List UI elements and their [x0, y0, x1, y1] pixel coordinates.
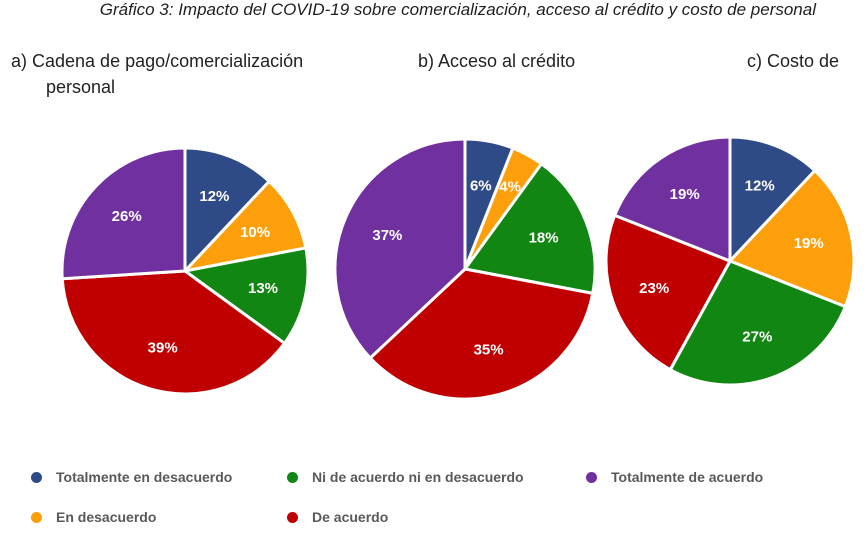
panel-a-title: a) Cadena de pago/comercialización — [11, 51, 304, 71]
pie-chart-a: 12% 10% 13% 39% 26% — [60, 146, 310, 396]
legend-item-en-desacuerdo: En desacuerdo — [31, 509, 156, 525]
legend-swatch — [31, 471, 42, 483]
pie-slice-label: 12% — [199, 188, 229, 205]
legend-item-de-acuerdo: De acuerdo — [287, 509, 388, 525]
pie-slice-label: 27% — [742, 328, 772, 345]
legend-label: De acuerdo — [312, 509, 389, 525]
panel-b-title: b) Acceso al crédito — [418, 51, 576, 71]
pie-slice-label: 19% — [794, 235, 824, 252]
pie-slice-label: 39% — [148, 339, 178, 356]
pie-slice-totalmente-de-acuerdo — [613, 135, 732, 263]
legend-swatch — [586, 471, 597, 483]
legend-item-totalmente-de-acuerdo: Totalmente de acuerdo — [586, 469, 763, 485]
pie-slice-label: 6% — [470, 178, 492, 195]
pie-slice-de-acuerdo — [60, 269, 287, 396]
legend-label: Totalmente de acuerdo — [611, 469, 764, 485]
pie-slice-label: 37% — [372, 227, 402, 244]
pie-slice-label: 23% — [639, 280, 669, 297]
pie-slice-ni-de-acuerdo — [463, 162, 597, 295]
pie-slice-label: 13% — [248, 280, 278, 297]
pie-slice-totalmente-de-acuerdo — [333, 137, 467, 360]
legend-swatch — [287, 511, 298, 523]
legend-swatch — [31, 511, 42, 523]
legend-item-totalmente-en-desacuerdo: Totalmente en desacuerdo — [31, 469, 232, 485]
pie-slice-totalmente-en-desacuerdo — [728, 135, 817, 263]
pie-slice-de-acuerdo — [368, 267, 595, 401]
pie-chart-b: 6% 4% 18% 35% 37% — [333, 137, 597, 401]
figure-title: Gráfico 3: Impacto del COVID-19 sobre co… — [99, 0, 816, 19]
pie-slice-ni-de-acuerdo — [183, 246, 310, 345]
pie-slice-de-acuerdo — [604, 213, 732, 372]
pie-slice-totalmente-en-desacuerdo — [183, 146, 271, 273]
pie-chart-c: 12% 19% 27% 23% 19% — [604, 135, 856, 387]
legend-item-ni-de-acuerdo: Ni de acuerdo ni en desacuerdo — [287, 469, 524, 485]
legend-label: Ni de acuerdo ni en desacuerdo — [312, 469, 524, 485]
pie-slice-label: 26% — [112, 208, 142, 225]
pie-slice-totalmente-de-acuerdo — [60, 146, 187, 281]
pie-slice-label: 12% — [745, 178, 775, 195]
panel-a-title-line2: personal — [46, 77, 116, 97]
pie-slice-label: 19% — [670, 186, 700, 203]
legend-swatch — [287, 471, 298, 483]
pie-slice-label: 4% — [499, 179, 521, 196]
pie-slice-label: 18% — [529, 229, 559, 246]
panel-c-title: c) Costo de — [747, 51, 840, 71]
pie-slice-label: 35% — [474, 342, 504, 359]
pie-slice-label: 10% — [240, 224, 270, 241]
legend-label: En desacuerdo — [56, 509, 157, 525]
legend-label: Totalmente en desacuerdo — [56, 469, 233, 485]
